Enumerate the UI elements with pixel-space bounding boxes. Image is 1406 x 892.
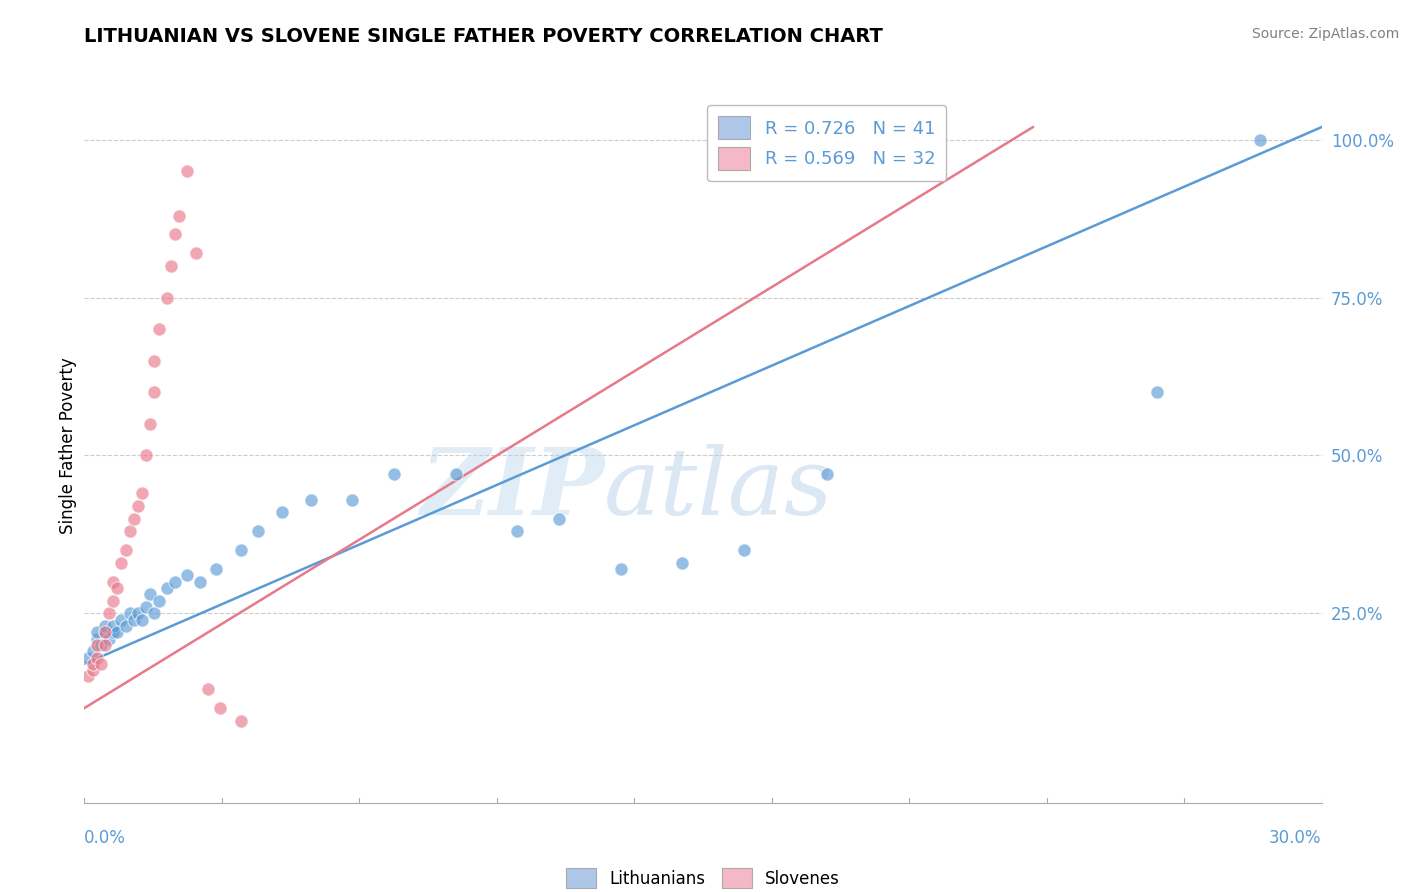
Point [148, 593, 170, 607]
Point [609, 562, 631, 576]
Point [105, 581, 128, 595]
Point [110, 556, 132, 570]
Point [165, 574, 187, 589]
Point [342, 492, 364, 507]
Point [90, 657, 112, 671]
Point [135, 600, 157, 615]
Point [733, 543, 755, 558]
Point [209, 701, 232, 715]
Point [86, 638, 108, 652]
Point [671, 556, 693, 570]
Point [176, 164, 198, 178]
Point [98, 632, 121, 646]
Point [271, 505, 294, 519]
Point [127, 607, 149, 621]
Point [103, 593, 125, 607]
Point [148, 322, 170, 336]
Point [188, 574, 211, 589]
Text: 30.0%: 30.0% [1270, 829, 1322, 847]
Legend: Lithuanians, Slovenes: Lithuanians, Slovenes [560, 862, 846, 892]
Point [1146, 385, 1168, 400]
Point [98, 607, 121, 621]
Point [118, 524, 141, 539]
Point [131, 613, 153, 627]
Point [176, 568, 198, 582]
Point [90, 638, 112, 652]
Point [444, 467, 467, 482]
Point [1249, 133, 1271, 147]
Y-axis label: Single Father Poverty: Single Father Poverty [59, 358, 77, 534]
Point [127, 499, 149, 513]
Point [506, 524, 529, 539]
Point [165, 227, 187, 242]
Point [299, 492, 322, 507]
Point [131, 486, 153, 500]
Point [105, 625, 128, 640]
Point [77, 669, 100, 683]
Point [160, 259, 183, 273]
Point [184, 246, 207, 260]
Point [82, 663, 104, 677]
Point [94, 625, 117, 640]
Point [103, 619, 125, 633]
Point [110, 613, 132, 627]
Point [94, 638, 117, 652]
Text: Source: ZipAtlas.com: Source: ZipAtlas.com [1251, 27, 1399, 41]
Point [815, 467, 838, 482]
Point [139, 417, 162, 431]
Point [82, 657, 104, 671]
Text: atlas: atlas [605, 444, 834, 533]
Point [86, 625, 108, 640]
Point [139, 587, 162, 601]
Point [103, 574, 125, 589]
Point [103, 625, 125, 640]
Point [143, 353, 166, 368]
Point [118, 607, 141, 621]
Point [94, 619, 117, 633]
Point [114, 543, 136, 558]
Point [246, 524, 269, 539]
Point [143, 607, 166, 621]
Point [205, 562, 228, 576]
Point [156, 581, 179, 595]
Point [135, 449, 157, 463]
Text: 0.0%: 0.0% [84, 829, 127, 847]
Point [143, 385, 166, 400]
Point [197, 682, 219, 697]
Point [547, 511, 569, 525]
Point [122, 613, 145, 627]
Point [94, 625, 117, 640]
Point [167, 209, 190, 223]
Point [382, 467, 405, 482]
Point [229, 714, 252, 728]
Point [114, 619, 136, 633]
Text: ZIP: ZIP [420, 444, 605, 533]
Text: LITHUANIAN VS SLOVENE SINGLE FATHER POVERTY CORRELATION CHART: LITHUANIAN VS SLOVENE SINGLE FATHER POVE… [84, 27, 883, 45]
Point [122, 511, 145, 525]
Point [229, 543, 252, 558]
Point [86, 632, 108, 646]
Point [156, 291, 179, 305]
Point [77, 650, 100, 665]
Point [86, 650, 108, 665]
Point [82, 644, 104, 658]
